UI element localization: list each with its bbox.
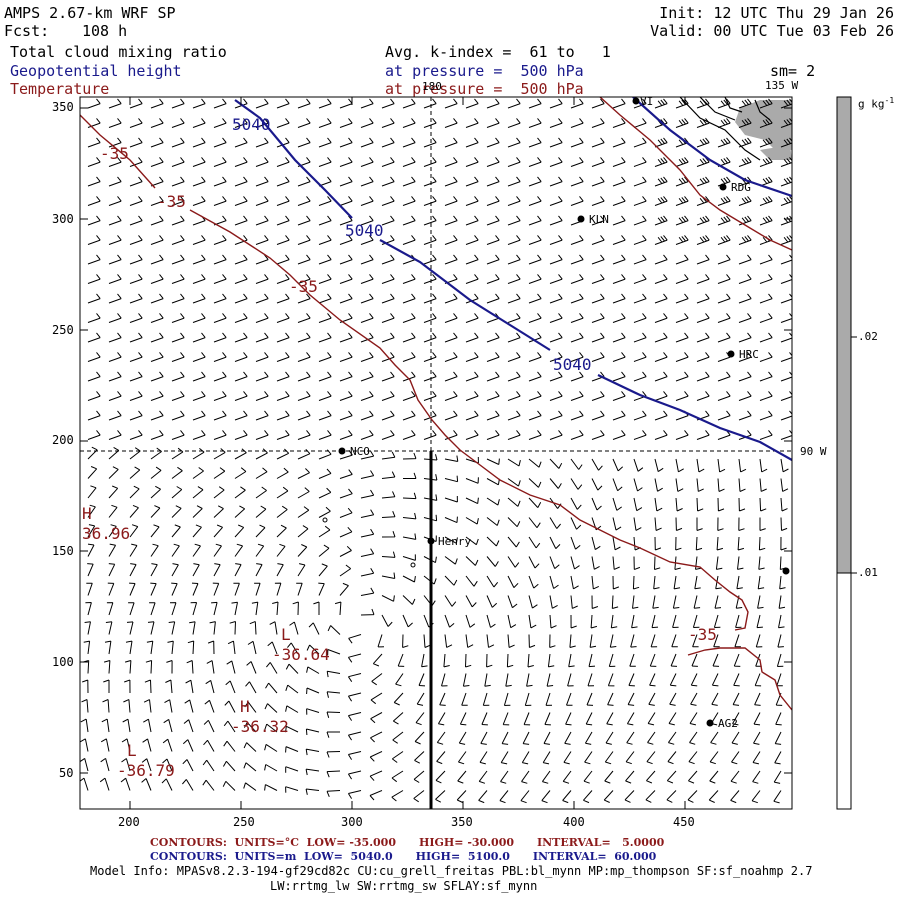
meridian-90w-label: 90 W [800, 445, 827, 458]
station-marker-henry [427, 537, 435, 545]
extremum-h-2-kind: H [240, 697, 250, 716]
colorbar-units: g kg-1 [858, 96, 895, 111]
x-tick-200: 200 [118, 815, 140, 829]
field-height-level: at pressure = 500 hPa [385, 62, 584, 80]
x-tick-250: 250 [233, 815, 255, 829]
temp-label-3: -35 [289, 277, 318, 296]
height-contour-info: CONTOURS: UNITS=m LOW= 5040.0 HIGH= 5100… [150, 850, 657, 863]
meridian-lines [80, 97, 792, 452]
extremum-l-2-value: -36.79 [117, 761, 175, 780]
plot-frame [79, 96, 793, 810]
station-label-kln: KLN [589, 213, 609, 226]
station-marker-rdg [719, 183, 727, 191]
y-tick-100: 100 [52, 655, 74, 669]
colorbar-tick-02: .02 [858, 330, 878, 343]
station-marker-kln [577, 215, 585, 223]
height-contours [234, 97, 792, 461]
station-label-ag2: AG2 [718, 717, 738, 730]
extremum-h-1-value: 36.96 [82, 524, 131, 543]
calm-markers [322, 517, 416, 568]
model-title: AMPS 2.67-km WRF SP [4, 4, 176, 22]
forecast-label: Fcst: [4, 22, 50, 40]
field-cloud-label: Total cloud mixing ratio [10, 43, 227, 61]
x-tick-350: 350 [451, 815, 473, 829]
station-label-vi: VI [640, 95, 654, 108]
model-info-line2: LW:rrtmg_lw SW:rrtmg_sw SFLAY:sf_mynn [270, 879, 538, 893]
extremum-l-2-kind: L [127, 741, 137, 760]
forecast-value: 108 h [82, 22, 128, 40]
coastline [679, 97, 771, 161]
wind-barbs [80, 98, 792, 804]
station-marker-ag2 [706, 719, 714, 727]
y-tick-250: 250 [52, 323, 74, 337]
x-tick-300: 300 [341, 815, 363, 829]
cloud-shading [735, 100, 792, 160]
y-tick-200: 200 [52, 433, 74, 447]
temp-contour-info: CONTOURS: UNITS=°C LOW= -35.000 HIGH= -3… [150, 836, 665, 849]
model-info: Model Info: MPASv8.2.3-194-gf29cd82c CU:… [90, 864, 813, 878]
meridian-135w-label: 135 W [765, 79, 799, 92]
extremum-l-1-kind: L [281, 625, 291, 644]
colorbar-low [836, 572, 852, 810]
colorbar-high [836, 96, 852, 574]
extremum-h-2-value: -36.32 [231, 717, 289, 736]
field-cloud-avg: Avg. k-index = 61 to 1 [385, 43, 611, 61]
field-temp-label: Temperature [10, 80, 110, 98]
height-label-3: 5040 [553, 355, 592, 374]
station-label-nco: NCO [350, 445, 370, 458]
station-markers [338, 97, 790, 727]
field-temp-level: at pressure = 500 hPa [385, 80, 584, 98]
y-tick-350: 350 [52, 100, 74, 114]
height-label-2: 5040 [345, 221, 384, 240]
x-tick-400: 400 [563, 815, 585, 829]
smoothing-label: sm= 2 [770, 62, 816, 80]
colorbar-tick-01: .01 [858, 566, 878, 579]
y-tick-50: 50 [59, 766, 74, 780]
station-label-hrc: HRC [739, 348, 759, 361]
temp-label-2: -35 [157, 192, 186, 211]
station-marker-hrc [727, 350, 735, 358]
meridian-180-label: 180 [422, 80, 442, 93]
temperature-contours [80, 97, 792, 711]
valid-time: Valid: 00 UTC Tue 03 Feb 26 [650, 22, 894, 40]
field-height-label: Geopotential height [10, 62, 182, 80]
station-marker-nco [338, 447, 346, 455]
x-tick-450: 450 [673, 815, 695, 829]
axis-ticks [80, 97, 792, 809]
station-label-rdg: RDG [731, 181, 751, 194]
extremum-h-1-kind: H [82, 504, 92, 523]
init-time: Init: 12 UTC Thu 29 Jan 26 [659, 4, 894, 22]
edge-marker [782, 567, 790, 575]
height-label-1: 5040 [232, 115, 271, 134]
colorbar [836, 96, 857, 810]
station-label-henry: Henry [438, 535, 472, 548]
y-tick-300: 300 [52, 212, 74, 226]
temp-label-4: -35 [688, 625, 717, 644]
y-tick-150: 150 [52, 544, 74, 558]
extremum-l-1-value: -36.64 [272, 645, 330, 664]
temp-label-1: -35 [100, 144, 129, 163]
station-marker-vi [632, 97, 640, 105]
